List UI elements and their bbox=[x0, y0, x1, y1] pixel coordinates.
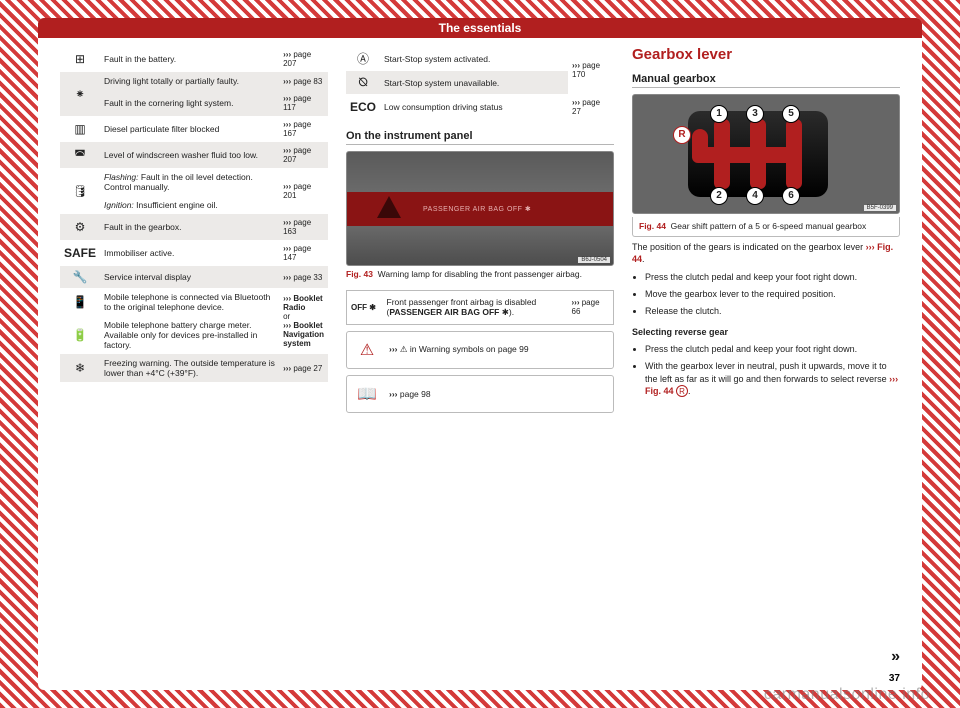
dpf-icon: ▥ bbox=[60, 116, 100, 142]
page-header: The essentials bbox=[38, 18, 922, 38]
battery-icon: ⊞ bbox=[60, 46, 100, 72]
warn-text: Freezing warning. The outside temperatur… bbox=[100, 354, 279, 382]
gear-5-label: 5 bbox=[782, 105, 800, 123]
image-code: B6J-0504 bbox=[578, 257, 610, 263]
warn-text: Immobiliser active. bbox=[100, 240, 279, 266]
warnings-table-1: ⊞ Fault in the battery. ››› page 207 ⁕ D… bbox=[60, 46, 328, 382]
section-instrument-panel: On the instrument panel bbox=[346, 130, 614, 145]
column-left: ⊞ Fault in the battery. ››› page 207 ⁕ D… bbox=[60, 46, 328, 690]
list-item: Release the clutch. bbox=[645, 305, 900, 317]
warn-text: Level of windscreen washer fluid too low… bbox=[100, 142, 279, 168]
book-hint: 📖 ››› page 98 bbox=[346, 375, 614, 413]
warn-ref: ››› page 167 bbox=[279, 116, 328, 142]
warn-ref: ››› page 33 bbox=[279, 266, 328, 288]
figure-44: R 1 3 5 2 4 6 B5F-0399 bbox=[632, 94, 900, 214]
gear-6-label: 6 bbox=[782, 187, 800, 205]
warn-ref: ››› page 170 bbox=[568, 46, 614, 94]
frost-icon: ❄ bbox=[60, 354, 100, 382]
image-code: B5F-0399 bbox=[864, 205, 896, 211]
warn-ref: ››› page 27 bbox=[279, 354, 328, 382]
figure-43: PASSENGER AIR BAG OFF ✱ B6J-0504 bbox=[346, 151, 614, 266]
warn-text: Mobile telephone is connected via Blueto… bbox=[100, 288, 279, 316]
warn-text: Flashing: Fault in the oil level detecti… bbox=[100, 168, 279, 196]
gear-3-label: 3 bbox=[746, 105, 764, 123]
warn-text: Service interval display bbox=[100, 266, 279, 288]
hint-text: ››› ⚠ in Warning symbols on page 99 bbox=[389, 344, 529, 355]
warn-text: Start-Stop system unavailable. bbox=[380, 71, 568, 94]
safe-icon: SAFE bbox=[60, 240, 100, 266]
warn-text: Start-Stop system activated. bbox=[380, 46, 568, 71]
warn-ref: ››› page 117 bbox=[279, 90, 328, 116]
page-number: 37 bbox=[889, 673, 900, 684]
warn-text: Fault in the cornering light system. bbox=[100, 90, 279, 116]
warn-ref: ››› page 207 bbox=[279, 142, 328, 168]
airbag-off-ref: ››› page 66 bbox=[568, 290, 614, 324]
gearbox-steps: Press the clutch pedal and keep your foo… bbox=[632, 271, 900, 317]
warn-text: Mobile telephone battery charge meter. A… bbox=[100, 316, 279, 354]
airbag-off-icon: OFF ✱ bbox=[347, 290, 383, 324]
gearbox-intro: The position of the gears is indicated o… bbox=[632, 241, 900, 265]
warn-ref: ››› page 163 bbox=[279, 214, 328, 240]
list-item: Press the clutch pedal and keep your foo… bbox=[645, 343, 900, 355]
reverse-circle-icon: R bbox=[676, 385, 688, 397]
warn-text: Low consumption driving status bbox=[380, 94, 568, 120]
figure-43-caption: Fig. 43 Warning lamp for disabling the f… bbox=[346, 269, 614, 280]
hazard-icon bbox=[377, 196, 401, 218]
warn-ref: ››› page 83 bbox=[279, 72, 328, 90]
watermark: carmanualsonline.info bbox=[764, 686, 930, 704]
warning-hint: ⚠ ››› ⚠ in Warning symbols on page 99 bbox=[346, 331, 614, 369]
list-item: With the gearbox lever in neutral, push … bbox=[645, 360, 900, 396]
gearbox-heading: Gearbox lever bbox=[632, 46, 900, 63]
warn-text: Fault in the gearbox. bbox=[100, 214, 279, 240]
gearbox-icon: ⚙ bbox=[60, 214, 100, 240]
gear-2-label: 2 bbox=[710, 187, 728, 205]
bulb-icon: ⁕ bbox=[60, 72, 100, 116]
warn-ref: ››› page 207 bbox=[279, 46, 328, 72]
warning-triangle-icon: ⚠ bbox=[355, 340, 379, 360]
washer-icon: ◚ bbox=[60, 142, 100, 168]
warnings-table-2: Ⓐ Start-Stop system activated. ››› page … bbox=[346, 46, 614, 120]
wrench-icon: 🔧 bbox=[60, 266, 100, 288]
oil-icon: 🛢 bbox=[60, 168, 100, 214]
reverse-steps: Press the clutch pedal and keep your foo… bbox=[632, 343, 900, 397]
startstop-on-icon: Ⓐ bbox=[346, 46, 380, 71]
airbag-off-row: OFF ✱ Front passenger front airbag is di… bbox=[346, 290, 614, 325]
warn-ref: ››› page 27 bbox=[568, 94, 614, 120]
phone-battery-icon: 🔋 bbox=[60, 316, 100, 354]
warn-text: Ignition: Insufficient engine oil. bbox=[100, 196, 279, 214]
warn-text: Driving light totally or partially fault… bbox=[100, 72, 279, 90]
manual-page: The essentials ⊞ Fault in the battery. ›… bbox=[38, 18, 922, 690]
hint-text: ››› page 98 bbox=[389, 389, 431, 399]
warn-text: Fault in the battery. bbox=[100, 46, 279, 72]
startstop-off-icon: ⦰ bbox=[346, 71, 380, 94]
warn-ref: ››› Booklet Radioor››› Booklet Navigatio… bbox=[279, 288, 328, 354]
column-middle: Ⓐ Start-Stop system activated. ››› page … bbox=[346, 46, 614, 690]
reverse-heading: Selecting reverse gear bbox=[632, 327, 900, 337]
figure-44-caption: Fig. 44 Gear shift pattern of a 5 or 6-s… bbox=[632, 217, 900, 237]
column-right: Gearbox lever Manual gearbox R 1 3 5 2 4… bbox=[632, 46, 900, 690]
gear-1-label: 1 bbox=[710, 105, 728, 123]
book-icon: 📖 bbox=[355, 384, 379, 404]
gear-R-label: R bbox=[673, 126, 691, 144]
manual-gearbox-subsection: Manual gearbox bbox=[632, 73, 900, 88]
warn-text: Diesel particulate filter blocked bbox=[100, 116, 279, 142]
warn-ref: ››› page 147 bbox=[279, 240, 328, 266]
warn-ref: ››› page 201 bbox=[279, 168, 328, 214]
eco-icon: ECO bbox=[346, 94, 380, 120]
gear-4-label: 4 bbox=[746, 187, 764, 205]
continuation-marker: » bbox=[891, 648, 900, 666]
phone-icon: 📱 bbox=[60, 288, 100, 316]
airbag-off-text: Front passenger front airbag is disabled… bbox=[383, 290, 568, 324]
airbag-strip: PASSENGER AIR BAG OFF ✱ bbox=[347, 192, 613, 226]
list-item: Press the clutch pedal and keep your foo… bbox=[645, 271, 900, 283]
list-item: Move the gearbox lever to the required p… bbox=[645, 288, 900, 300]
